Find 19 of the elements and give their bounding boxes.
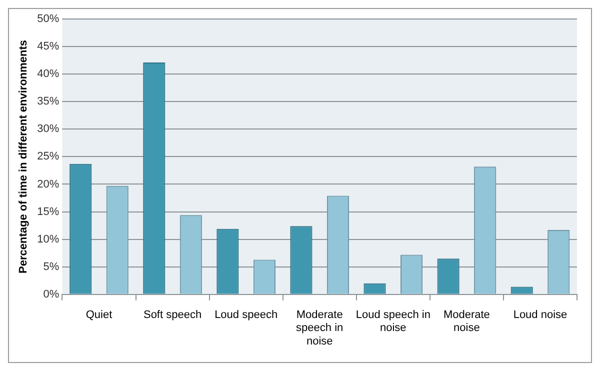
y-tick-label: 0% xyxy=(43,288,60,300)
x-tick-label: Moderate noise xyxy=(443,309,490,334)
y-tick-label: 30% xyxy=(37,123,60,136)
y-tick-label: 20% xyxy=(37,178,60,190)
x-tick-label: Loud speech xyxy=(214,309,278,322)
y-tick-label: 15% xyxy=(37,206,60,218)
y-tick-label: 25% xyxy=(37,150,60,163)
y-tick-label: 45% xyxy=(37,40,60,53)
y-tick-label: 35% xyxy=(37,96,60,108)
x-tick-label: Quiet xyxy=(86,309,112,322)
y-tick-label: 10% xyxy=(37,233,60,246)
x-tick-label: Moderate speech in noise xyxy=(296,309,344,348)
y-tick-label: 5% xyxy=(43,260,60,273)
y-tick-label: 40% xyxy=(37,68,60,80)
x-tick-label: Soft speech xyxy=(143,309,202,322)
y-tick-label: 50% xyxy=(37,13,60,26)
x-tick-label: Loud noise xyxy=(513,309,568,322)
y-axis-title: Percentage of time in different environments xyxy=(18,40,30,274)
x-tick-label: Loud speech in noise xyxy=(356,309,430,334)
